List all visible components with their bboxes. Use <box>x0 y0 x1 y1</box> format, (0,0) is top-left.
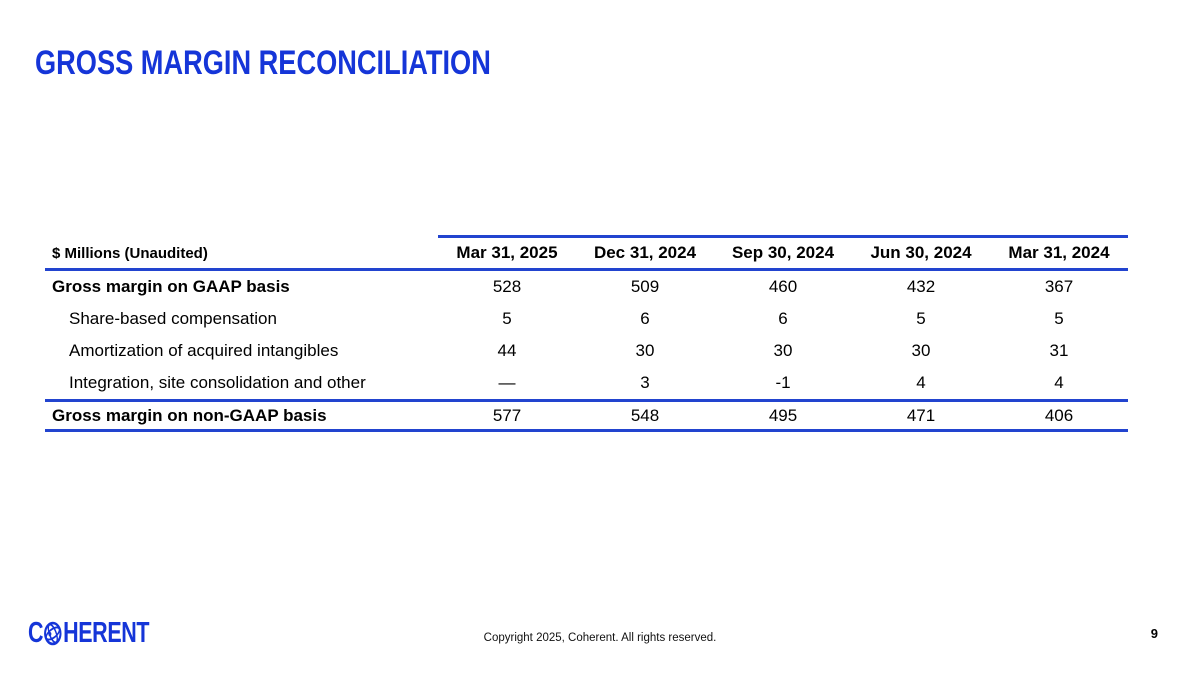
row-value: 367 <box>1044 277 1074 296</box>
row-value: 577 <box>492 405 522 425</box>
row-value: 528 <box>492 277 522 296</box>
column-header: Mar 31, 2025 <box>456 243 558 262</box>
column-header: Dec 31, 2024 <box>593 243 697 262</box>
page-number: 9 <box>1150 626 1158 641</box>
row-value: 432 <box>906 277 936 296</box>
row-value: 6 <box>778 309 788 328</box>
table-row-total: Gross margin on non-GAAP basis 577 548 4… <box>45 399 1128 432</box>
unit-label: $ Millions (Unaudited) <box>52 244 208 262</box>
row-value: 509 <box>630 277 660 296</box>
table-row: Integration, site consolidation and othe… <box>45 367 1128 399</box>
row-label: Gross margin on non-GAAP basis <box>52 405 327 425</box>
row-value: 30 <box>635 341 655 360</box>
row-label: Share-based compensation <box>69 309 277 328</box>
table-row: Share-based compensation 5 6 6 5 5 <box>45 303 1128 335</box>
row-label: Gross margin on GAAP basis <box>52 277 290 296</box>
row-value: 471 <box>906 405 936 425</box>
row-value: 4 <box>1054 373 1064 392</box>
row-value: — <box>498 373 516 392</box>
row-value: 6 <box>640 309 650 328</box>
coherent-logo: C HERENT <box>28 617 149 650</box>
reconciliation-table: $ Millions (Unaudited) Mar 31, 2025 Dec … <box>45 235 1128 432</box>
table-header-row: $ Millions (Unaudited) Mar 31, 2025 Dec … <box>45 238 1128 271</box>
row-value: 30 <box>773 341 793 360</box>
table-row: Amortization of acquired intangibles 44 … <box>45 335 1128 367</box>
row-value: 5 <box>502 309 512 328</box>
row-value: 44 <box>497 341 517 360</box>
copyright-text: Copyright 2025, Coherent. All rights res… <box>483 632 717 644</box>
row-value: 406 <box>1044 405 1074 425</box>
row-value: 5 <box>916 309 926 328</box>
column-header: Mar 31, 2024 <box>1008 243 1110 262</box>
row-label: Amortization of acquired intangibles <box>69 341 339 360</box>
column-header: Sep 30, 2024 <box>731 243 835 262</box>
row-value: 3 <box>640 373 650 392</box>
row-label: Integration, site consolidation and othe… <box>69 373 366 392</box>
row-value: 5 <box>1054 309 1064 328</box>
row-value: 495 <box>768 405 798 425</box>
row-value: 4 <box>916 373 926 392</box>
row-value: 460 <box>768 277 798 296</box>
column-header: Jun 30, 2024 <box>870 243 972 262</box>
coherent-globe-icon <box>44 621 62 646</box>
row-value: 548 <box>630 405 660 425</box>
table-top-rule <box>438 235 1128 238</box>
row-value: 31 <box>1049 341 1069 360</box>
logo-text-suffix: HERENT <box>63 617 150 649</box>
logo-text-prefix: C <box>28 617 44 649</box>
page-title: GROSS MARGIN RECONCILIATION <box>35 44 491 82</box>
table-row: Gross margin on GAAP basis 528 509 460 4… <box>45 271 1128 303</box>
row-value: -1 <box>775 373 791 392</box>
row-value: 30 <box>911 341 931 360</box>
